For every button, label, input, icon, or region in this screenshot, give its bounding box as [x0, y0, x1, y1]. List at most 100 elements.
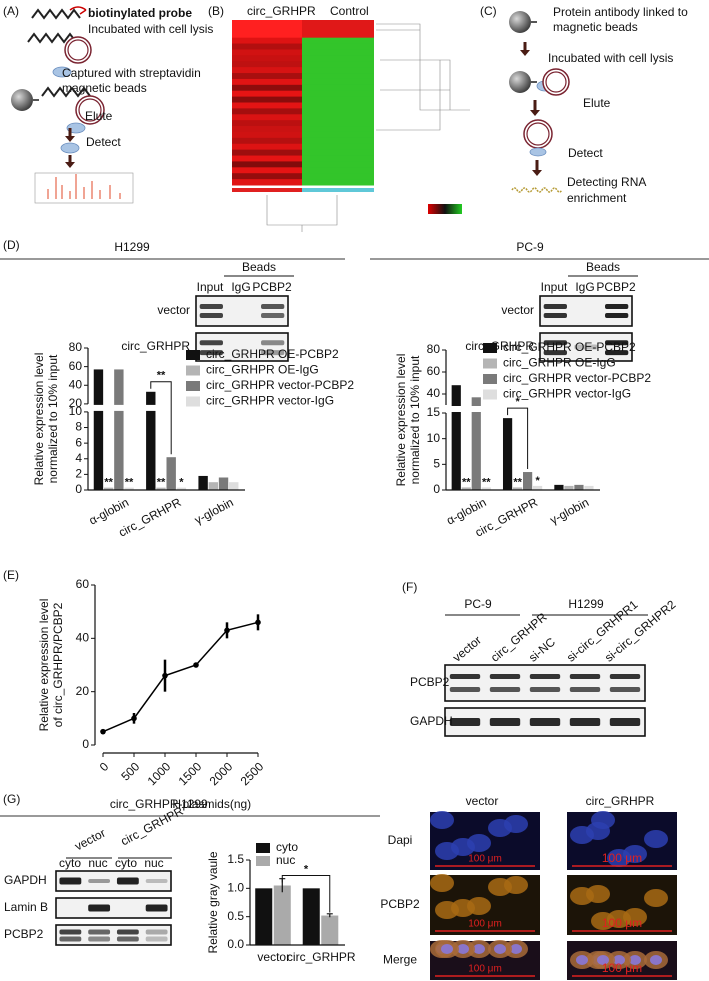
row-label: Dapi	[388, 833, 413, 847]
heat-cell	[232, 131, 302, 139]
cell	[591, 811, 615, 829]
line-series	[102, 621, 259, 733]
y-tick-label: 1.0	[227, 881, 244, 895]
heat-cell	[232, 37, 302, 45]
circ-rna-inner	[526, 122, 550, 146]
bar	[523, 472, 533, 490]
heat-cell	[232, 20, 302, 27]
cell-label: PC-9	[464, 597, 492, 611]
blot-band	[489, 686, 521, 692]
bar	[574, 484, 584, 490]
blot-band	[88, 904, 111, 912]
row-label: Lamin B	[4, 900, 48, 914]
heat-cell	[232, 55, 302, 62]
row-label: PCBP2	[380, 897, 420, 911]
heat-cell	[232, 167, 302, 174]
legend-swatch	[483, 358, 497, 369]
error-bar	[326, 913, 333, 918]
protein	[529, 147, 547, 157]
x-tick-label: vector	[257, 950, 290, 964]
blot-band	[88, 879, 111, 883]
y-tick-label: 0	[82, 737, 89, 751]
significance: *	[179, 477, 184, 489]
cell	[607, 849, 631, 867]
lane-label: Input	[541, 280, 568, 294]
blot-band	[609, 674, 641, 680]
fraction-label: nuc	[144, 856, 163, 870]
heat-cell	[302, 161, 374, 168]
y-tick-label: 10	[427, 431, 441, 445]
cell	[644, 889, 668, 907]
blot-band	[59, 936, 82, 942]
heat-cell	[302, 155, 374, 162]
heat-cell	[302, 37, 374, 45]
bar	[103, 487, 114, 490]
lane-label: vector	[450, 633, 484, 665]
bar	[481, 487, 491, 490]
bar	[255, 888, 273, 945]
blot-band	[199, 350, 223, 356]
blot-band	[116, 929, 139, 935]
cell	[430, 874, 454, 892]
heat-cell	[302, 67, 374, 74]
label: Elute	[583, 96, 611, 110]
blot-band	[199, 304, 223, 309]
legend-label: circ_GRHPR OE-PCBP2	[206, 347, 339, 361]
bar	[321, 915, 339, 945]
blot-band	[261, 350, 285, 356]
y-tick-label: 4	[75, 451, 82, 465]
x-tick-label: 2500	[238, 759, 267, 788]
bar	[564, 485, 574, 490]
blot-band	[605, 350, 629, 356]
label: Detect	[568, 146, 603, 160]
blot	[539, 295, 633, 327]
probe	[41, 86, 91, 98]
heat-cell	[232, 149, 302, 157]
heat-cell	[232, 120, 302, 127]
y-tick-label: 8	[75, 420, 82, 434]
bar	[584, 485, 594, 490]
point	[131, 715, 137, 722]
legend-swatch	[186, 365, 200, 376]
fraction-label: nuc	[88, 856, 107, 870]
heat-cell	[302, 143, 374, 151]
nucleus	[576, 955, 588, 965]
heat-cell	[232, 25, 302, 33]
significance: **	[104, 477, 113, 489]
heat-cell	[302, 137, 374, 145]
blot-band	[261, 304, 285, 309]
panel-label: (F)	[402, 580, 417, 594]
cell	[570, 826, 594, 844]
heat-cell	[232, 90, 302, 98]
bar	[114, 369, 124, 490]
point	[100, 728, 106, 735]
row-label: Merge	[383, 953, 417, 967]
nucleus	[494, 944, 506, 954]
panel-label: (D)	[3, 238, 20, 252]
heat-cell	[232, 161, 302, 168]
significance: **	[157, 370, 166, 382]
nucleus	[629, 955, 641, 965]
bead	[509, 11, 531, 33]
heat-cell	[232, 137, 302, 145]
significance: *	[304, 863, 309, 875]
blot-band	[116, 877, 139, 885]
legend-swatch	[186, 381, 200, 391]
probe	[31, 8, 81, 20]
scale-bar-label: 100 μm	[468, 964, 502, 975]
axis-break	[440, 406, 604, 412]
heat-cell	[302, 108, 374, 115]
nucleus	[473, 944, 485, 954]
bracket	[281, 875, 331, 913]
nucleus	[441, 944, 453, 954]
blot-band	[543, 350, 567, 356]
scale-bar-label: 100 μm	[602, 961, 642, 975]
group-bar	[232, 188, 302, 192]
heat-cell	[232, 31, 302, 39]
panel-label: (C)	[480, 4, 497, 18]
nucleus	[613, 955, 625, 965]
cell-label: H1299	[568, 597, 604, 611]
lane-label: PCBP2	[252, 280, 292, 294]
heat-cell	[232, 49, 302, 56]
x-tick-label: γ-globin	[548, 495, 592, 527]
